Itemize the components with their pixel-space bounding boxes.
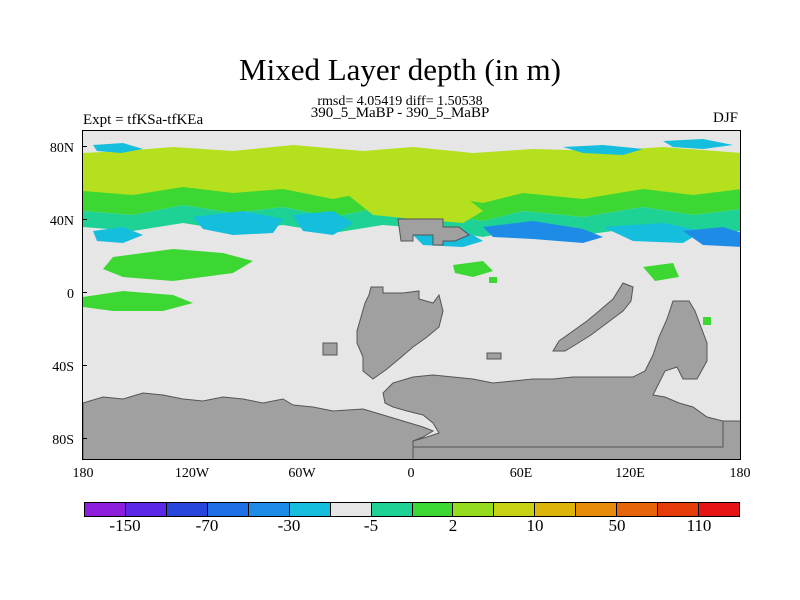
colorbar-swatch (617, 503, 659, 516)
land-antarctica-east (412, 420, 740, 459)
central-pacific-green (83, 291, 193, 311)
rmsd-diff-stats: rmsd= 4.05419 diff= 1.50538 (317, 94, 483, 109)
lon-label-60e: 60E (509, 466, 533, 481)
north-pacific-west-negative (93, 227, 143, 243)
colorbar (84, 502, 740, 517)
lat-label-0: 0 (67, 287, 74, 302)
arctic-cyan-patch-2 (563, 145, 643, 155)
experiment-label: Expt = tfKSa-tfKEa (83, 112, 204, 128)
tropical-atlantic-green (453, 261, 493, 277)
land-greenland-block (397, 218, 470, 246)
colorbar-swatch (207, 503, 249, 516)
lon-label-180e: 180 (729, 466, 751, 481)
colorbar-swatch (453, 503, 495, 516)
colorbar-swatch (699, 503, 739, 516)
colorbar-swatch (248, 503, 290, 516)
colorbar-swatch (371, 503, 413, 516)
axis-tick (82, 219, 87, 220)
map-plot-area (82, 130, 741, 460)
lon-label-0: 0 (407, 466, 415, 481)
colorbar-swatch (85, 503, 126, 516)
colorbar-label: -5 (363, 516, 379, 535)
axis-tick (82, 365, 87, 366)
colorbar-label: 110 (686, 516, 712, 535)
colorbar-label: -150 (109, 516, 141, 535)
colorbar-label: 50 (608, 516, 626, 535)
small-green-patch-1 (489, 277, 497, 283)
lat-label-40n: 40N (49, 214, 74, 229)
map-canvas (83, 131, 740, 459)
map-title: Mixed Layer depth (in m) (239, 52, 561, 87)
lon-label-180w: 180 (72, 466, 94, 481)
axis-tick (82, 146, 87, 147)
lat-label-40s: 40S (52, 360, 74, 375)
land-masses (83, 218, 740, 459)
colorbar-swatch (330, 503, 372, 516)
land-south-america (356, 286, 444, 380)
colorbar-label: -70 (195, 516, 219, 535)
lon-label-60w: 60W (288, 466, 316, 481)
arctic-cyan-patch-3 (663, 139, 733, 149)
lon-label-120w: 120W (174, 466, 210, 481)
north-pacific-subtropical-green (103, 249, 253, 281)
land-small-island-2 (486, 352, 502, 360)
colorbar-swatch (166, 503, 208, 516)
mediterranean-blue (483, 221, 603, 243)
land-africa (552, 282, 634, 352)
indian-ocean-green (643, 263, 679, 281)
lon-label-120e: 120E (615, 466, 645, 481)
colorbar-swatch (535, 503, 577, 516)
colorbar-label: 10 (526, 516, 544, 535)
lat-label-80n: 80N (49, 141, 74, 156)
land-small-island-1 (322, 342, 338, 356)
lat-label-80s: 80S (52, 433, 74, 448)
arctic-positive-region (83, 145, 740, 205)
axis-tick (82, 438, 87, 439)
colorbar-label: -30 (277, 516, 301, 535)
map-subtitle: 390_5_MaBP - 390_5_MaBP (310, 105, 490, 121)
north-pacific-negative (193, 211, 283, 235)
east-pacific-negative (683, 227, 740, 247)
colorbar-swatch (576, 503, 618, 516)
small-green-patch-2 (703, 317, 711, 325)
axis-tick (82, 292, 87, 293)
colorbar-label: 2 (448, 516, 458, 535)
season-label: DJF (712, 110, 738, 126)
colorbar-swatch (658, 503, 700, 516)
colorbar-swatch (494, 503, 536, 516)
north-atlantic-positive (343, 187, 483, 223)
land-australia (382, 300, 724, 448)
colorbar-swatch (289, 503, 331, 516)
asia-pacific-negative (603, 223, 703, 243)
colorbar-swatch (412, 503, 454, 516)
colorbar-swatch (125, 503, 167, 516)
arctic-cyan-patch-1 (93, 143, 143, 153)
north-pacific-east-negative (293, 211, 353, 235)
land-antarctica (83, 392, 435, 459)
